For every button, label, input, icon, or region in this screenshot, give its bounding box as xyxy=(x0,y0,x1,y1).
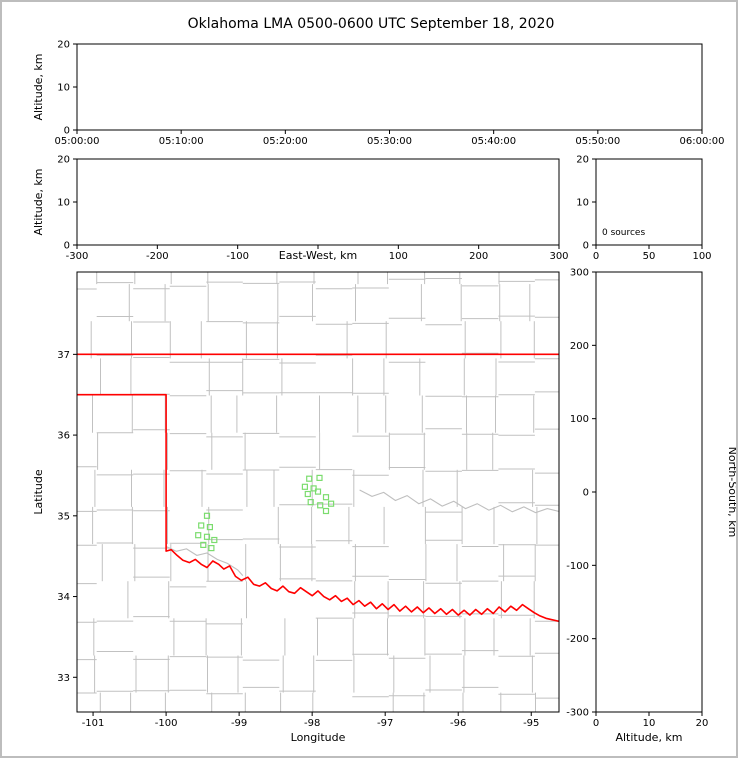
x-tick-label: 50 xyxy=(643,251,656,262)
x-tick-label: 05:00:00 xyxy=(55,136,100,147)
ew-height-ylabel: Altitude, km xyxy=(32,168,45,235)
y-tick-label: 100 xyxy=(570,414,589,425)
lma-station-marker xyxy=(198,522,205,529)
y-tick-label: 34 xyxy=(57,592,70,603)
x-tick-label: 05:30:00 xyxy=(367,136,412,147)
time-height-ylabel: Altitude, km xyxy=(32,53,45,120)
x-tick-label: 0 xyxy=(593,251,599,262)
x-tick-label: -99 xyxy=(231,718,247,729)
river-line xyxy=(165,546,244,576)
lma-station-marker xyxy=(203,533,211,540)
y-tick-label: 37 xyxy=(57,350,70,361)
x-tick-label: 10 xyxy=(643,718,656,729)
x-tick-label: 05:10:00 xyxy=(159,136,204,147)
ns-height-xlabel: Altitude, km xyxy=(615,731,682,744)
lma-station-marker xyxy=(307,499,314,506)
y-tick-label: 300 xyxy=(570,268,589,279)
y-tick-label: 0 xyxy=(64,241,70,252)
x-tick-label: -300 xyxy=(66,251,89,262)
y-tick-label: -100 xyxy=(566,561,589,572)
sources-count-annotation: 0 sources xyxy=(602,228,645,238)
time-height-axes xyxy=(76,43,703,131)
map-ylabel: Latitude xyxy=(32,469,45,515)
x-tick-label: -96 xyxy=(450,718,466,729)
axes-layer: 0 10 20 05:00:00 05:10:00 05:20:00 05:30:00 05:… xyxy=(32,40,736,745)
lma-station-marker xyxy=(322,494,330,501)
ew-height-axes xyxy=(76,158,560,246)
figure-title: Oklahoma LMA 0500-0600 UTC September 18,… xyxy=(188,16,555,32)
x-tick-label: 05:40:00 xyxy=(471,136,516,147)
lma-station-marker xyxy=(203,512,211,519)
y-tick-label: 0 xyxy=(583,241,589,252)
y-tick-label: 10 xyxy=(57,83,70,94)
lma-station-marker xyxy=(328,500,335,507)
x-tick-label: -97 xyxy=(377,718,393,729)
y-tick-label: 20 xyxy=(576,155,589,166)
y-tick-label: 200 xyxy=(570,341,589,352)
y-tick-label: 0 xyxy=(583,488,589,499)
y-tick-label: 20 xyxy=(57,40,70,51)
state-border xyxy=(77,393,559,623)
x-tick-label: -101 xyxy=(82,718,105,729)
y-tick-label: 10 xyxy=(57,198,70,209)
lma-station-marker xyxy=(206,523,213,531)
y-tick-label: -300 xyxy=(566,708,589,719)
y-tick-label: 36 xyxy=(57,431,70,442)
lma-station-marker xyxy=(322,507,330,515)
lma-station-marker xyxy=(306,475,313,482)
map-axes xyxy=(76,271,560,713)
lma-station-marker xyxy=(316,474,323,481)
y-tick-label: -200 xyxy=(566,634,589,645)
lma-station-marker xyxy=(310,485,317,492)
ew-height-xlabel: East-West, km xyxy=(279,249,357,262)
y-tick-label: 33 xyxy=(57,673,70,684)
x-tick-label: -95 xyxy=(523,718,539,729)
x-tick-label: -98 xyxy=(304,718,320,729)
x-tick-label: 06:00:00 xyxy=(680,136,725,147)
ns-height-axes xyxy=(595,271,703,713)
x-tick-label: 100 xyxy=(389,251,408,262)
river-line xyxy=(359,489,559,514)
y-tick-label: 35 xyxy=(57,511,70,522)
x-tick-label: -100 xyxy=(155,718,178,729)
x-tick-label: 20 xyxy=(696,718,709,729)
y-tick-label: 10 xyxy=(576,198,589,209)
x-tick-label: -100 xyxy=(226,251,249,262)
x-tick-label: 0 xyxy=(593,718,599,729)
lma-station-marker xyxy=(317,502,324,509)
map-layer xyxy=(77,272,559,712)
y-tick-label: 0 xyxy=(64,126,70,137)
x-tick-label: 200 xyxy=(469,251,488,262)
lma-station-marker xyxy=(314,488,322,495)
x-tick-label: 300 xyxy=(549,251,568,262)
lma-station-marker xyxy=(301,483,308,490)
x-tick-label: -200 xyxy=(146,251,169,262)
x-tick-label: 100 xyxy=(692,251,711,262)
lma-station-marker xyxy=(304,490,311,498)
x-tick-label: 05:50:00 xyxy=(575,136,620,147)
x-tick-label: 05:20:00 xyxy=(263,136,308,147)
lma-station-marker xyxy=(211,536,218,544)
y-tick-label: 20 xyxy=(57,155,70,166)
lma-station-marker xyxy=(195,532,202,539)
lma-station-marker xyxy=(200,541,207,549)
ns-height-ylabel: North-South, km xyxy=(726,447,736,538)
lma-station-marker xyxy=(208,544,215,552)
map-xlabel: Longitude xyxy=(291,731,346,744)
